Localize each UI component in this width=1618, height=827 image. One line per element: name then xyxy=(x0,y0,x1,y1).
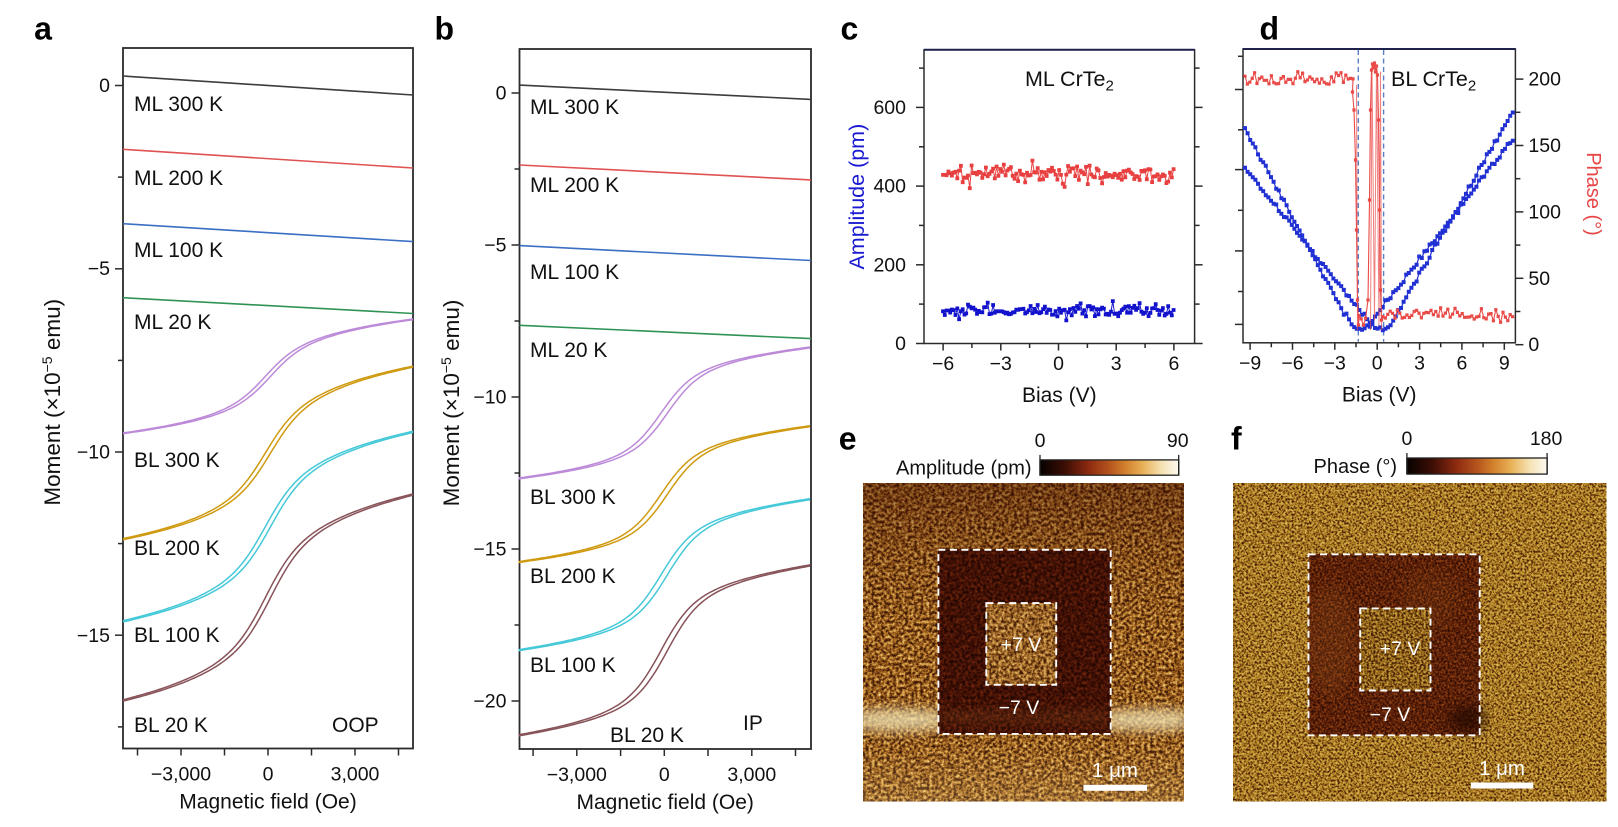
svg-text:−7 V: −7 V xyxy=(1370,704,1411,726)
svg-text:BL 200 K: BL 200 K xyxy=(134,537,220,560)
svg-text:+7 V: +7 V xyxy=(1001,634,1042,656)
svg-text:0: 0 xyxy=(263,764,274,786)
svg-text:Amplitude (pm): Amplitude (pm) xyxy=(896,458,1032,480)
svg-text:100: 100 xyxy=(1528,201,1561,223)
svg-text:BL CrTe2: BL CrTe2 xyxy=(1391,67,1476,95)
svg-text:−15: −15 xyxy=(77,625,110,647)
svg-text:600: 600 xyxy=(873,97,906,119)
svg-text:200: 200 xyxy=(873,254,906,276)
svg-text:−5: −5 xyxy=(88,258,110,280)
svg-text:0: 0 xyxy=(496,83,507,105)
svg-text:6: 6 xyxy=(1168,353,1179,375)
svg-text:−9: −9 xyxy=(1239,352,1261,374)
svg-text:BL 300 K: BL 300 K xyxy=(530,486,616,509)
svg-text:Moment (×10−5 emu): Moment (×10−5 emu) xyxy=(39,299,65,506)
svg-text:Bias (V): Bias (V) xyxy=(1342,383,1417,406)
svg-text:−15: −15 xyxy=(473,539,506,561)
svg-text:IP: IP xyxy=(743,712,763,735)
svg-text:OOP: OOP xyxy=(332,714,379,737)
svg-text:ML 200 K: ML 200 K xyxy=(134,167,223,190)
svg-text:0: 0 xyxy=(1053,353,1064,375)
svg-text:−3: −3 xyxy=(1324,352,1346,374)
svg-text:Amplitude (pm): Amplitude (pm) xyxy=(845,124,869,270)
svg-text:3,000: 3,000 xyxy=(727,764,776,786)
svg-text:ML CrTe2: ML CrTe2 xyxy=(1025,67,1114,95)
svg-text:Phase (°): Phase (°) xyxy=(1582,152,1604,236)
svg-text:BL 300 K: BL 300 K xyxy=(134,449,220,472)
svg-text:−5: −5 xyxy=(484,235,506,257)
svg-text:−3,000: −3,000 xyxy=(547,764,607,786)
svg-text:d: d xyxy=(1260,11,1280,47)
svg-text:−6: −6 xyxy=(1281,352,1303,374)
svg-text:3: 3 xyxy=(1414,352,1425,374)
svg-text:−3,000: −3,000 xyxy=(151,764,211,786)
svg-text:1 μm: 1 μm xyxy=(1092,759,1138,782)
svg-text:−7 V: −7 V xyxy=(999,697,1040,719)
svg-text:1 μm: 1 μm xyxy=(1479,757,1525,780)
svg-text:BL 100 K: BL 100 K xyxy=(134,624,220,647)
svg-text:90: 90 xyxy=(1167,430,1189,452)
svg-text:−10: −10 xyxy=(77,442,110,464)
svg-text:ML 200 K: ML 200 K xyxy=(530,174,619,197)
svg-text:c: c xyxy=(841,11,859,47)
svg-text:400: 400 xyxy=(873,176,906,198)
svg-text:200: 200 xyxy=(1528,69,1561,91)
svg-text:Moment (×10−5 emu): Moment (×10−5 emu) xyxy=(438,300,464,507)
svg-text:ML 20 K: ML 20 K xyxy=(134,311,211,334)
svg-text:−6: −6 xyxy=(932,353,954,375)
svg-text:−20: −20 xyxy=(473,691,506,713)
svg-text:0: 0 xyxy=(1401,428,1412,450)
svg-text:ML 20 K: ML 20 K xyxy=(530,339,607,362)
svg-text:BL 200 K: BL 200 K xyxy=(530,565,616,588)
svg-text:+7 V: +7 V xyxy=(1380,638,1421,660)
svg-text:0: 0 xyxy=(1035,430,1046,452)
svg-text:0: 0 xyxy=(1528,334,1539,356)
svg-text:150: 150 xyxy=(1528,135,1561,157)
svg-text:ML 100 K: ML 100 K xyxy=(134,239,223,262)
svg-text:f: f xyxy=(1231,421,1242,457)
svg-text:6: 6 xyxy=(1456,352,1467,374)
svg-text:Bias (V): Bias (V) xyxy=(1022,384,1097,407)
svg-text:ML 300 K: ML 300 K xyxy=(530,96,619,119)
svg-text:3,000: 3,000 xyxy=(331,764,380,786)
svg-text:e: e xyxy=(839,421,857,457)
svg-text:0: 0 xyxy=(1372,352,1383,374)
svg-text:3: 3 xyxy=(1111,353,1122,375)
svg-text:ML 300 K: ML 300 K xyxy=(134,93,223,116)
svg-text:Magnetic field (Oe): Magnetic field (Oe) xyxy=(179,791,356,814)
svg-text:Phase (°): Phase (°) xyxy=(1314,456,1398,478)
svg-text:50: 50 xyxy=(1528,268,1550,290)
svg-text:0: 0 xyxy=(895,333,906,355)
svg-text:ML 100 K: ML 100 K xyxy=(530,261,619,284)
svg-text:9: 9 xyxy=(1499,352,1510,374)
svg-text:180: 180 xyxy=(1530,428,1563,450)
svg-text:Magnetic field (Oe): Magnetic field (Oe) xyxy=(576,791,753,814)
svg-text:BL 100 K: BL 100 K xyxy=(530,654,616,677)
svg-text:a: a xyxy=(34,11,52,47)
svg-text:0: 0 xyxy=(99,75,110,97)
svg-text:b: b xyxy=(435,11,455,47)
svg-text:BL 20 K: BL 20 K xyxy=(610,724,684,747)
svg-text:−10: −10 xyxy=(473,387,506,409)
svg-text:0: 0 xyxy=(659,764,670,786)
svg-text:−3: −3 xyxy=(990,353,1012,375)
svg-text:BL 20 K: BL 20 K xyxy=(134,714,208,737)
